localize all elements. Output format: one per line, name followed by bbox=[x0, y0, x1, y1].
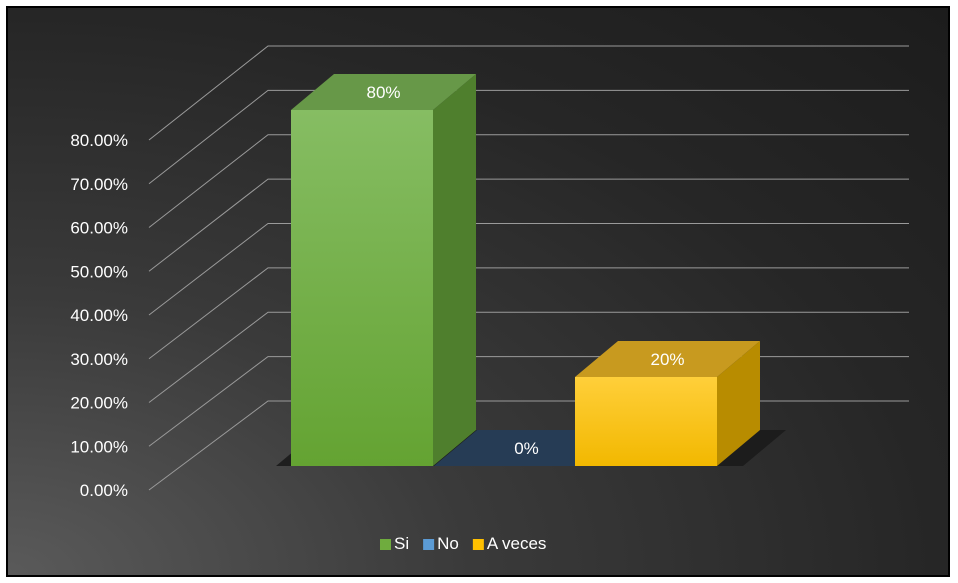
y-tick-label: 0.00% bbox=[80, 481, 128, 500]
data-label: 20% bbox=[650, 350, 684, 369]
legend-label: A veces bbox=[487, 534, 547, 553]
gridline bbox=[148, 267, 909, 360]
legend-entry: Si bbox=[380, 534, 409, 553]
bar-front-face bbox=[291, 110, 433, 466]
gridline bbox=[148, 134, 909, 228]
data-label: 80% bbox=[366, 83, 400, 102]
y-tick-label: 60.00% bbox=[70, 219, 128, 238]
bar-side-face bbox=[717, 341, 760, 466]
bar-front-face bbox=[575, 377, 717, 466]
legend-label: No bbox=[437, 534, 459, 553]
y-tick-label: 70.00% bbox=[70, 175, 128, 194]
legend-label: Si bbox=[394, 534, 409, 553]
y-tick-label: 50.00% bbox=[70, 262, 128, 281]
bar-top-face bbox=[434, 430, 619, 466]
legend-swatch bbox=[423, 539, 435, 550]
gridline bbox=[148, 89, 909, 185]
y-tick-label: 30.00% bbox=[70, 350, 128, 369]
gridline bbox=[148, 45, 909, 141]
legend-entry: A veces bbox=[472, 534, 547, 553]
bar-side-face bbox=[433, 74, 476, 466]
y-tick-label: 10.00% bbox=[70, 437, 128, 456]
bar-top-face bbox=[575, 341, 760, 377]
y-tick-label: 40.00% bbox=[70, 306, 128, 325]
bar-a-veces bbox=[575, 341, 760, 466]
gridline bbox=[148, 223, 909, 316]
y-tick-label: 20.00% bbox=[70, 394, 128, 413]
bar-chart-3d: 0.00% 10.00% 20.00% 30.00% 40.00% 50.00% 60.00… bbox=[70, 45, 909, 553]
gridline bbox=[148, 178, 909, 272]
chart-frame: 0.00% 10.00% 20.00% 30.00% 40.00% 50.00% 60.00… bbox=[6, 6, 950, 577]
legend-entry: No bbox=[423, 534, 459, 553]
bar-si bbox=[291, 74, 476, 466]
data-label: 0% bbox=[514, 439, 539, 458]
bar-top-face bbox=[291, 74, 476, 110]
gridline bbox=[148, 311, 909, 403]
y-tick-label: 80.00% bbox=[70, 131, 128, 150]
legend-swatch bbox=[380, 539, 391, 550]
bar-no bbox=[434, 430, 619, 466]
legend-swatch bbox=[472, 539, 484, 550]
